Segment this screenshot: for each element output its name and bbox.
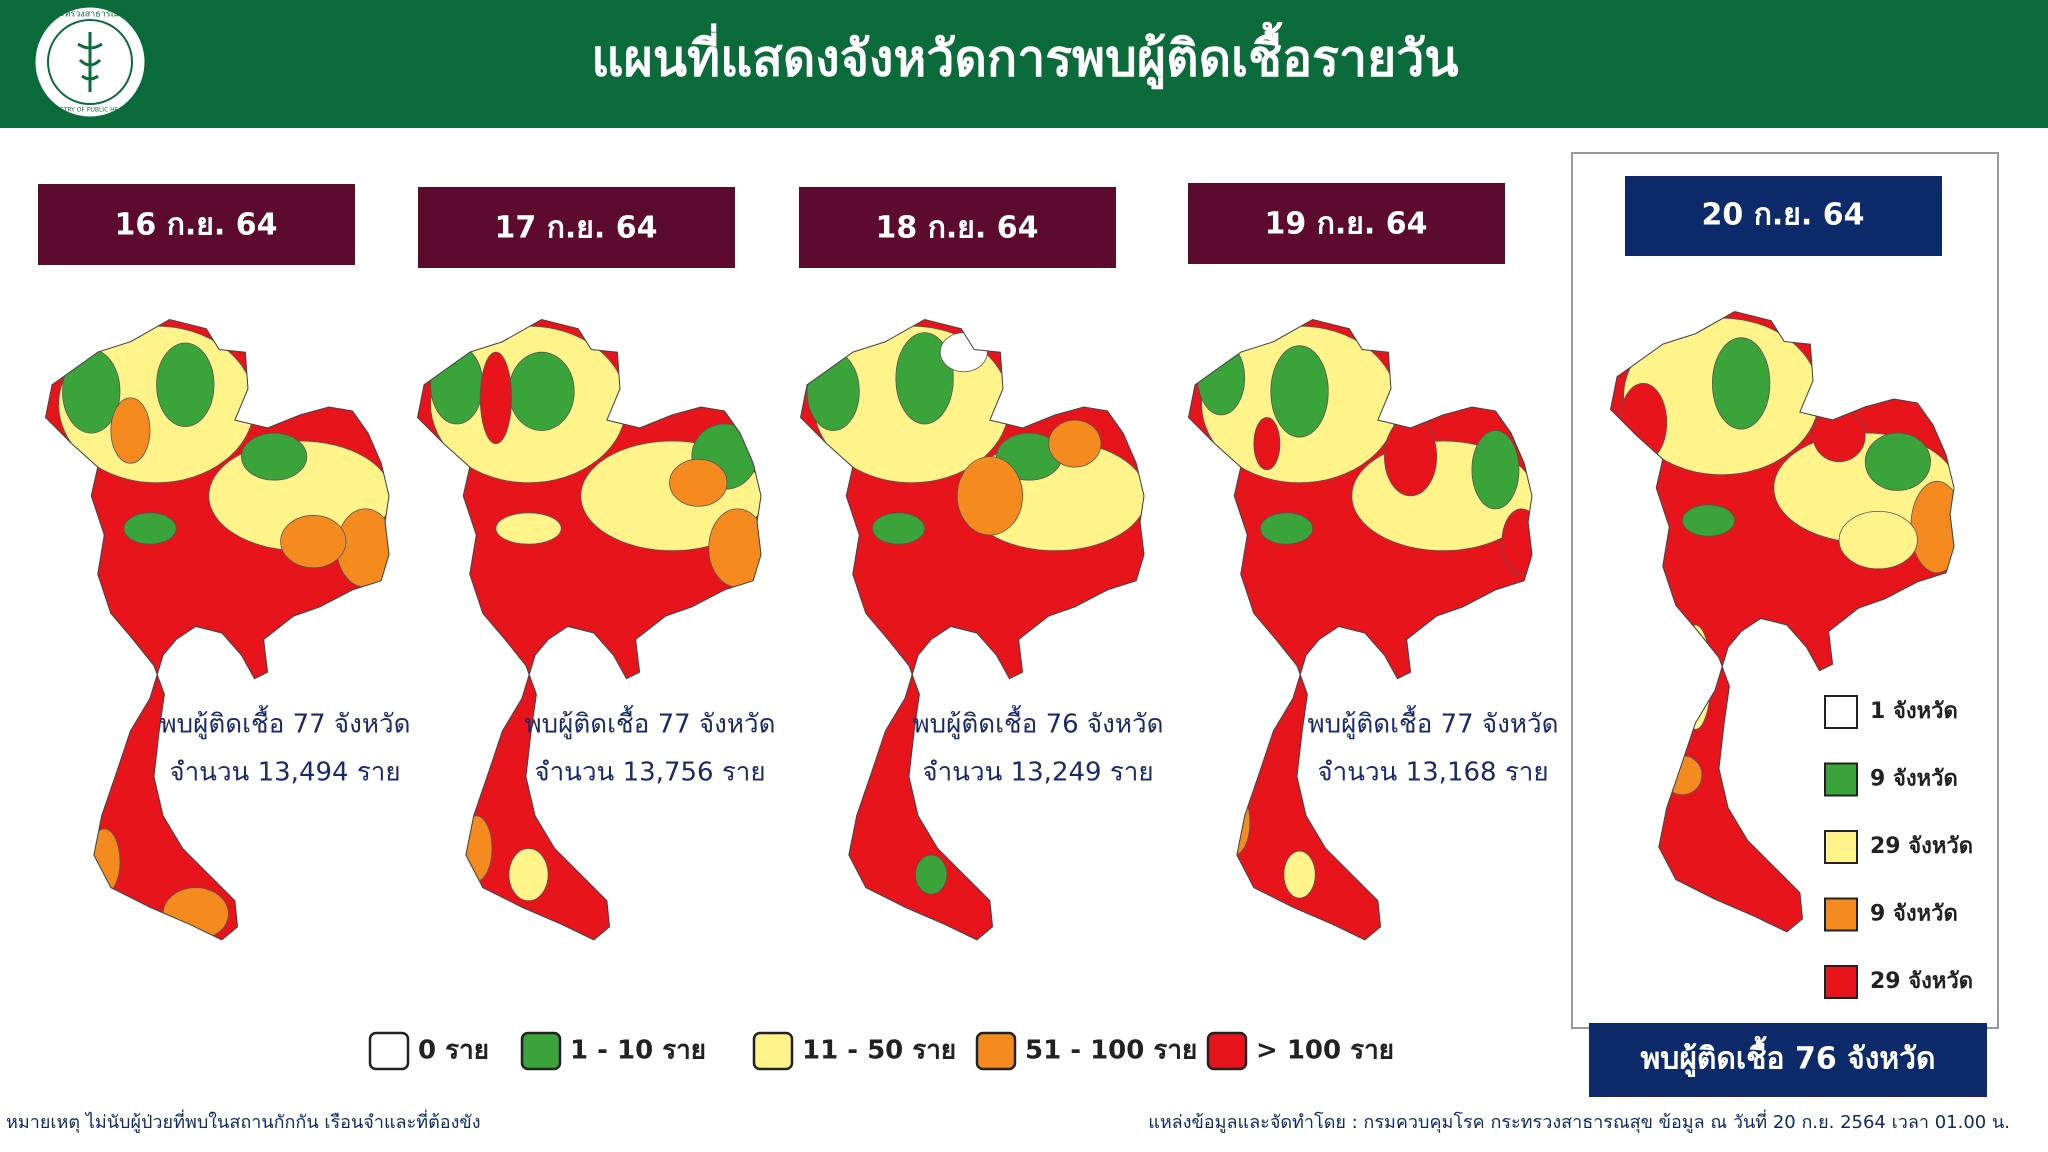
legend-swatch [1824, 965, 1858, 999]
legend-label: 29 จังหวัด [1870, 969, 1973, 994]
region [156, 342, 215, 428]
region [939, 332, 988, 373]
legend-swatch [1206, 1031, 1248, 1071]
legend-swatch [1824, 830, 1858, 864]
region [1838, 510, 1918, 570]
region [495, 512, 562, 545]
case-count: จำนวน 13,756 ราย [534, 758, 765, 788]
region [915, 854, 948, 895]
region [460, 815, 493, 882]
region [1048, 419, 1102, 468]
case-count: จำนวน 13,168 ราย [1317, 758, 1548, 788]
province-map [44, 318, 390, 941]
legend-label: 9 จังหวัด [1870, 902, 1958, 927]
header-bar [0, 0, 2048, 128]
region [508, 351, 575, 431]
region [956, 456, 1023, 536]
region [1619, 382, 1668, 463]
map-regions [1619, 317, 1955, 796]
legend-label: 51 - 100 ราย [1025, 1036, 1197, 1066]
legend-label: 0 ราย [418, 1036, 489, 1066]
region [819, 808, 847, 862]
footnote: หมายเหตุ ไม่นับผู้ป่วยที่พบในสถานกักกัน … [6, 1109, 481, 1133]
summary-box [1589, 1023, 1987, 1097]
date-label: 19 ก.ย. 64 [1265, 207, 1428, 242]
region [895, 332, 954, 425]
region [162, 887, 229, 940]
legend-swatch [1824, 897, 1858, 932]
province-map [1187, 318, 1533, 941]
case-count: จำนวน 13,494 ราย [169, 758, 400, 788]
region [1712, 337, 1771, 430]
date-box [1188, 183, 1505, 264]
date-label: 16 ก.ย. 64 [115, 208, 278, 243]
logo-text: กระทรวงสาธารณสุข [49, 10, 130, 20]
region [1681, 504, 1735, 537]
date-box [418, 187, 735, 268]
case-count: จำนวน 13,249 ราย [922, 758, 1153, 788]
region [280, 515, 347, 569]
region [430, 345, 484, 425]
region [1218, 789, 1251, 856]
region [1270, 345, 1329, 438]
legend-swatch [1824, 762, 1858, 797]
region [1910, 480, 1955, 574]
date-box [38, 184, 355, 265]
legend-label: 1 - 10 ราย [570, 1036, 706, 1066]
region [1471, 430, 1520, 510]
region [806, 351, 860, 431]
date-label: 17 ก.ย. 64 [495, 211, 658, 246]
logo-text: MINISTRY OF PUBLIC HEALTH [47, 107, 134, 114]
title: แผนที่แสดงจังหวัดการพบผู้ติดเชื้อรายวัน [591, 22, 1458, 90]
region [123, 512, 177, 545]
province-count: พบผู้ติดเชื้อ 77 จังหวัด [1308, 705, 1559, 740]
province-map [799, 318, 1145, 941]
legend-swatch [1824, 695, 1858, 729]
region [508, 848, 549, 902]
legend-swatch [975, 1031, 1017, 1071]
province-count: พบผู้ติดเชื้อ 77 จังหวัด [160, 705, 411, 740]
region [1679, 624, 1712, 730]
province-map [416, 318, 762, 941]
date-box [799, 187, 1116, 268]
region [1283, 850, 1316, 899]
region [1384, 417, 1438, 497]
date-label: 18 ก.ย. 64 [876, 211, 1039, 246]
province-count: พบผู้ติดเชื้อ 76 จังหวัด [913, 705, 1164, 740]
legend-label: 1 จังหวัด [1870, 699, 1958, 724]
legend-swatch [520, 1031, 562, 1071]
region [1259, 512, 1313, 545]
summary-text: พบผู้ติดเชื้อ 76 จังหวัด [1641, 1036, 1936, 1078]
logo: กระทรวงสาธารณสุข MINISTRY OF PUBLIC HEAL… [32, 4, 148, 120]
region [88, 828, 121, 895]
legend-label: 9 จังหวัด [1870, 767, 1958, 792]
region [871, 512, 925, 545]
legend-label: > 100 ราย [1256, 1036, 1394, 1066]
date-label: 20 ก.ย. 64 [1702, 198, 1865, 233]
source-note: แหล่งข้อมูลและจัดทำโดย : กรมควบคุมโรค กร… [1148, 1109, 2010, 1133]
region [1864, 432, 1931, 491]
legend-label: 29 จังหวัด [1870, 834, 1973, 859]
region [669, 458, 728, 507]
map-regions [430, 325, 762, 902]
legend-swatch [368, 1031, 410, 1071]
region [110, 397, 151, 464]
region [1501, 508, 1533, 575]
region [1253, 417, 1281, 471]
region [479, 351, 512, 444]
legend-label: 11 - 50 ราย [802, 1036, 956, 1066]
date-box [1625, 176, 1942, 256]
province-count: พบผู้ติดเชื้อ 77 จังหวัด [525, 705, 776, 740]
province-map [1609, 310, 1955, 933]
region [241, 432, 308, 481]
legend-swatch [752, 1031, 794, 1071]
